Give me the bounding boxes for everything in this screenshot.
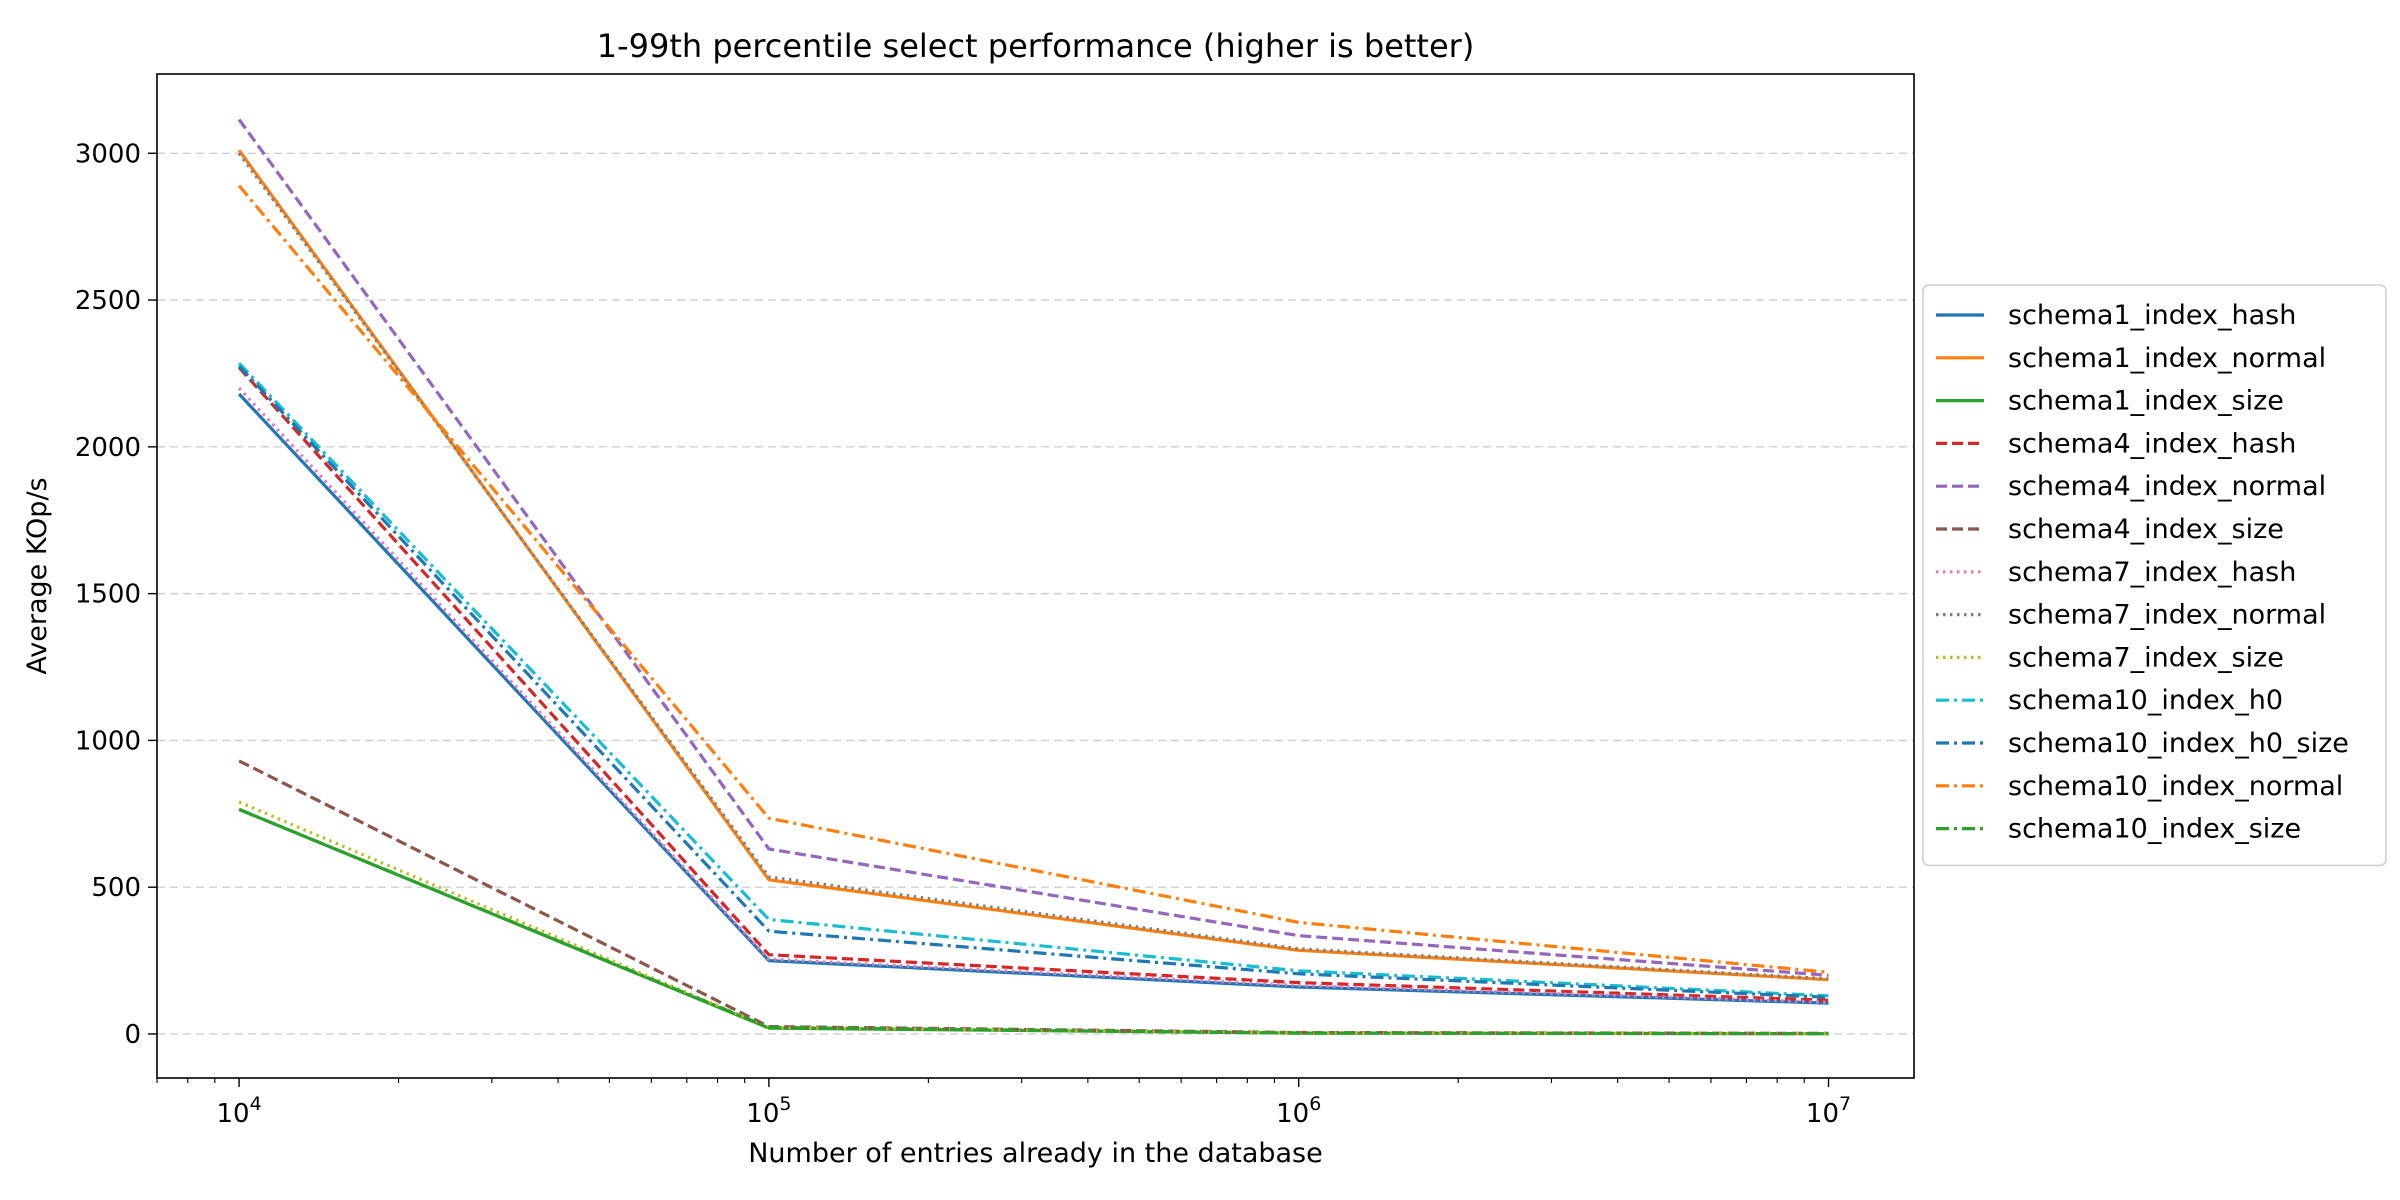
- y-tick-label: 1000: [75, 726, 141, 756]
- legend-label: schema1_index_normal: [2008, 343, 2326, 374]
- x-tick-label: 106: [1276, 1093, 1321, 1129]
- legend-entry: schema7_index_size: [1936, 642, 2284, 673]
- x-tick-exponent: 5: [779, 1093, 791, 1115]
- legend-label: schema4_index_normal: [2008, 471, 2326, 502]
- series-line-schema10_index_size: [238, 807, 1829, 1036]
- legend-entry: schema7_index_hash: [1936, 557, 2296, 588]
- series-line-schema4_index_normal: [237, 118, 1829, 977]
- legend-label: schema1_index_hash: [2008, 300, 2296, 331]
- series-line-schema7_index_hash: [237, 387, 1829, 1004]
- legend-entry: schema4_index_normal: [1936, 471, 2326, 502]
- legend-label: schema7_index_normal: [2008, 600, 2326, 631]
- legend-entry: schema1_index_hash: [1936, 300, 2296, 331]
- legend-label: schema10_index_h0: [2008, 685, 2283, 716]
- y-tick-label: 3000: [75, 139, 141, 169]
- y-axis-label: Average KOp/s: [22, 477, 53, 674]
- x-tick-exponent: 6: [1309, 1093, 1321, 1115]
- legend-entry: schema10_index_h0: [1936, 685, 2283, 716]
- x-tick-label: 107: [1806, 1093, 1851, 1129]
- series-line-schema7_index_size: [238, 800, 1829, 1036]
- legend: schema1_index_hash schema1_index_normalsc…: [1922, 284, 2387, 867]
- series-line-schema1_index_size: [238, 807, 1829, 1036]
- y-tick-label: 0: [124, 1020, 141, 1050]
- series-line-schema1_index_normal: [237, 149, 1829, 982]
- x-tick-base: 10: [1276, 1099, 1309, 1129]
- y-axis-ticks: 0 500 1000 1500 2000 2500 3000: [75, 139, 157, 1050]
- x-tick-base: 10: [216, 1099, 249, 1129]
- series-line-schema4_index_hash: [237, 366, 1829, 1002]
- legend-label: schema10_index_normal: [2008, 771, 2343, 802]
- legend-entry: schema7_index_normal: [1936, 600, 2326, 631]
- x-axis-ticks: 104 105 106 107: [156, 1078, 1851, 1129]
- legend-entry: schema4_index_hash: [1936, 428, 2296, 459]
- x-tick-base: 10: [1806, 1099, 1839, 1129]
- legend-entry: schema10_index_h0_size: [1936, 728, 2349, 759]
- legend-label: schema7_index_hash: [2008, 557, 2296, 588]
- y-tick-label: 500: [91, 873, 141, 903]
- plot-frame: [156, 73, 1915, 1079]
- series-line-schema10_index_normal: [237, 184, 1829, 974]
- x-tick-label: 104: [216, 1093, 261, 1129]
- legend-entry: schema10_index_size: [1936, 814, 2301, 845]
- x-tick-exponent: 4: [250, 1093, 262, 1115]
- series-line-schema4_index_size: [238, 759, 1829, 1036]
- x-axis-label: Number of entries already in the databas…: [748, 1138, 1323, 1169]
- legend-entry: schema1_index_normal: [1936, 343, 2326, 374]
- y-tick-label: 2000: [75, 433, 141, 463]
- series-line-schema10_index_h0_size: [237, 365, 1829, 999]
- legend-label: schema7_index_size: [2008, 642, 2284, 673]
- legend-entry: schema4_index_size: [1936, 514, 2284, 545]
- legend-label: schema4_index_size: [2008, 514, 2284, 545]
- legend-box: [1922, 284, 2387, 867]
- legend-entry: schema10_index_normal: [1936, 771, 2343, 802]
- legend-label: schema10_index_h0_size: [2008, 728, 2349, 759]
- series-lines: [237, 118, 1829, 1036]
- legend-label: schema10_index_size: [2008, 814, 2301, 845]
- chart-title: 1-99th percentile select performance (hi…: [597, 27, 1475, 65]
- legend-label: schema1_index_size: [2008, 386, 2284, 417]
- legend-entry: schema1_index_size: [1936, 386, 2284, 417]
- legend-label: schema4_index_hash: [2008, 428, 2296, 459]
- x-tick-exponent: 7: [1839, 1093, 1851, 1115]
- series-line-schema10_index_h0: [237, 362, 1829, 998]
- x-tick-base: 10: [746, 1099, 779, 1129]
- y-tick-label: 2500: [75, 286, 141, 316]
- x-tick-label: 105: [746, 1093, 791, 1129]
- y-tick-label: 1500: [75, 580, 141, 610]
- series-line-schema7_index_normal: [237, 152, 1829, 981]
- grid-lines: [157, 152, 1914, 1035]
